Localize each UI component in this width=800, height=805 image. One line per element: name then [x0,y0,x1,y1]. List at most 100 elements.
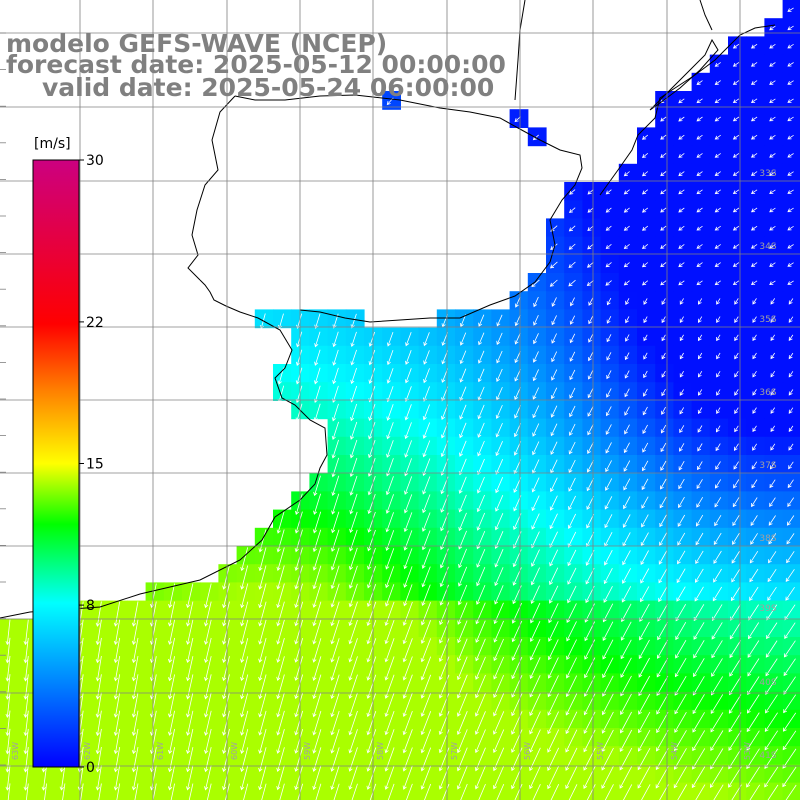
wind-arrow [331,475,340,496]
wind-arrow [788,352,794,360]
wind-arrow [312,729,322,754]
wind-arrow [657,639,669,659]
field-cell [418,473,438,492]
wind-arrow [787,80,794,85]
field-cell [709,491,729,511]
wind-arrow [604,514,613,529]
wind-arrow [660,171,667,177]
field-cell [746,546,765,565]
wind-arrow [569,369,576,381]
wind-arrow [674,657,687,678]
wind-arrow [405,350,412,365]
wind-arrow [495,495,504,512]
wind-arrow [752,407,757,414]
wind-arrow [312,619,322,645]
wind-arrow [366,710,377,736]
field-cell [491,400,511,420]
wind-arrow [784,622,796,639]
wind-arrow [624,352,630,361]
wind-arrow [625,334,630,342]
field-cell [436,546,456,565]
field-cell [527,673,547,693]
river-parana [187,95,236,281]
field-cell [691,236,711,256]
field-cell [436,473,456,492]
wind-arrow [276,692,285,718]
wind-arrow [113,601,121,627]
wind-arrow [641,478,649,491]
wind-arrow [660,243,667,249]
field-cell [655,400,674,420]
colorbar-tick-label: 30 [86,153,104,169]
wind-arrow [5,765,11,791]
wind-arrow [732,98,740,104]
field-cell [691,509,711,529]
field-cell [473,509,492,529]
coastline [0,0,776,619]
wind-arrow [402,619,413,645]
field-cell [600,309,620,329]
field-cell [327,655,347,674]
wind-arrow [131,637,139,664]
field-cell [673,327,693,347]
field-cell [709,527,729,547]
wind-arrow [732,153,740,158]
wind-arrow [679,370,684,378]
wind-arrow [222,583,230,609]
wind-arrow [769,80,776,85]
field-cell [673,382,693,401]
wind-arrow [367,475,376,496]
wind-arrow [459,440,467,457]
wind-arrow [258,765,267,791]
wind-arrow [732,134,740,140]
field-cell [764,637,784,656]
field-cell [491,709,511,729]
wind-arrow [660,424,667,434]
wind-arrow [550,405,558,418]
wind-arrow [643,370,648,379]
wind-arrow [692,712,705,733]
longitude-label: 62W [83,742,92,760]
wind-arrow [734,389,739,396]
field-cell [728,200,747,219]
field-cell [728,254,747,274]
wind-arrow [493,602,504,625]
wind-arrow [423,350,430,365]
field-cell [746,691,765,711]
wind-arrow [438,729,450,754]
field-cell [691,345,711,365]
wind-arrow [624,370,630,379]
field-cell [691,145,711,165]
wind-arrow [679,443,685,452]
wind-arrow [676,568,686,584]
field-cell [746,273,765,292]
field-cell [673,582,693,602]
wind-arrow [351,783,358,800]
wind-arrow [734,316,739,323]
wind-arrow [586,478,594,492]
wind-arrow [477,350,485,364]
wind-arrow [565,765,578,790]
field-cell [764,728,784,747]
wind-arrow [728,766,742,788]
wind-arrow [456,674,468,699]
field-cell [728,364,747,383]
wind-arrow [569,297,575,307]
wind-arrow [678,171,685,177]
wind-arrow [405,332,412,347]
field-cell [473,691,492,711]
wind-arrow [330,547,340,571]
wind-arrow [366,765,377,790]
wind-arrow [569,387,576,399]
wind-arrow [493,711,505,735]
field-cell [746,400,765,420]
wind-arrow [782,730,797,751]
wind-arrow [785,784,797,800]
wind-arrow [420,674,432,699]
wind-arrow [622,550,631,566]
wind-arrow [764,730,779,751]
wind-arrow [258,728,267,754]
field-cell [637,746,656,765]
wind-arrow [752,352,757,360]
